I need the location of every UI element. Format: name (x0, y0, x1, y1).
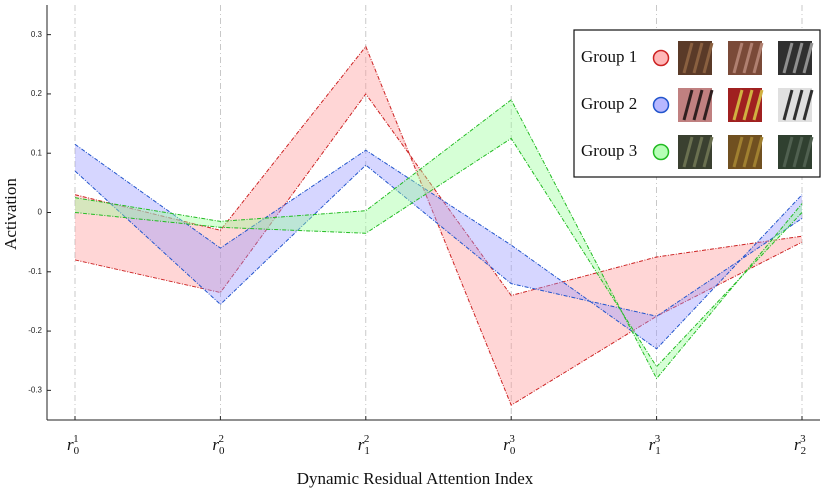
legend-thumb-stripe (782, 89, 794, 121)
legend-thumb-stripe (732, 136, 744, 168)
legend-thumb-stripe (742, 136, 754, 168)
cat-sub: 1 (364, 445, 370, 457)
legend-thumb-stripe (802, 136, 814, 168)
cat-base: r (794, 435, 801, 454)
x-tick-label: r01 (67, 433, 80, 457)
legend-thumb-stripe (692, 89, 704, 121)
legend-thumb-stripe (802, 89, 814, 121)
legend-thumb-stripe (802, 42, 814, 74)
legend-label: Group 1 (581, 47, 637, 66)
legend-thumb-stripe (792, 136, 804, 168)
cat-sub: 0 (74, 445, 80, 457)
x-tick-label: r23 (794, 433, 806, 457)
y-tick-label: -0.2 (28, 326, 42, 335)
legend-thumb-stripe (682, 136, 694, 168)
cat-base: r (503, 435, 510, 454)
cat-sup: 3 (509, 433, 515, 445)
cat-base: r (358, 435, 365, 454)
legend-thumb-stripe (682, 89, 694, 121)
legend-thumb-stripe (782, 136, 794, 168)
y-tick-label: -0.1 (28, 267, 42, 276)
legend-thumb-stripe (792, 42, 804, 74)
cat-sup: 3 (800, 433, 806, 445)
legend-thumb-stripe (752, 42, 764, 74)
legend-thumb-stripe (742, 42, 754, 74)
legend-thumb-stripe (792, 89, 804, 121)
legend-thumb-stripe (702, 42, 714, 74)
y-tick-label: -0.3 (28, 385, 42, 394)
y-axis-label: Activation (1, 178, 20, 250)
legend-thumb-stripe (682, 42, 694, 74)
cat-sub: 0 (219, 445, 225, 457)
cat-base: r (649, 435, 656, 454)
x-tick-label: r12 (358, 433, 370, 457)
legend-label: Group 2 (581, 94, 637, 113)
cat-sup: 2 (364, 433, 370, 445)
legend-swatch (652, 49, 670, 67)
line (74, 45, 803, 406)
line (74, 99, 803, 380)
line (74, 143, 803, 350)
x-tick-label: r03 (503, 433, 516, 457)
y-tick-label: 0 (38, 208, 43, 217)
y-tick-label: 0.2 (31, 89, 43, 98)
cat-sub: 0 (510, 445, 516, 457)
cat-sup: 2 (219, 433, 225, 445)
cat-sub: 1 (655, 445, 661, 457)
y-tick-label: 0.3 (31, 30, 43, 39)
legend-label: Group 3 (581, 141, 637, 160)
line (74, 93, 803, 297)
legend-thumb-stripe (702, 136, 714, 168)
x-axis-label: Dynamic Residual Attention Index (297, 469, 534, 488)
cat-sup: 1 (73, 433, 79, 445)
cat-base: r (67, 435, 74, 454)
legend-thumb-stripe (742, 89, 754, 121)
legend-thumb-stripe (732, 42, 744, 74)
x-tick-label: r13 (649, 433, 661, 457)
legend-thumb-stripe (692, 136, 704, 168)
cat-sub: 2 (801, 445, 807, 457)
legend-swatch (652, 96, 670, 114)
cat-base: r (212, 435, 219, 454)
legend-thumb-stripe (782, 42, 794, 74)
x-tick-label: r02 (212, 433, 225, 457)
legend-thumb-stripe (702, 89, 714, 121)
legend-thumb-stripe (732, 89, 744, 121)
y-tick-label: 0.1 (31, 148, 43, 157)
legend-thumb-stripe (692, 42, 704, 74)
line (74, 137, 803, 368)
legend-thumb-stripe (752, 136, 764, 168)
cat-sup: 3 (655, 433, 661, 445)
legend-thumb-stripe (752, 89, 764, 121)
legend-swatch (652, 143, 670, 161)
